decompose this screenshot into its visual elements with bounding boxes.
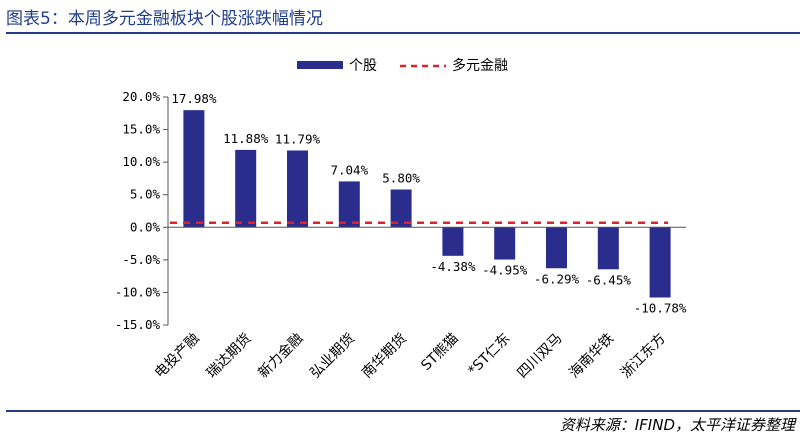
category-labels: 电投产融 瑞达期货 新力金融 弘业期货 南华期货 ST熊猫 *ST仁东 四川双马 海南华铁 浙江东… <box>152 330 669 382</box>
y-tick-label: -5.0% <box>122 252 160 267</box>
data-label: -4.95% <box>482 263 528 278</box>
category-label: 瑞达期货 <box>203 330 255 382</box>
bar <box>442 227 464 256</box>
legend-label-bars: 个股 <box>349 58 377 74</box>
bar <box>494 227 516 260</box>
bottom-rule <box>6 410 800 412</box>
chart-title: 图表5：本周多元金融板块个股涨跌幅情况 <box>6 9 323 29</box>
data-label: -6.29% <box>534 271 580 286</box>
bar <box>597 227 619 270</box>
source-note: 资料来源：IFIND，太平洋证券整理 <box>559 416 795 434</box>
category-label: 浙江东方 <box>618 331 669 382</box>
bar <box>183 110 205 228</box>
data-label: 7.04% <box>330 162 368 177</box>
category-label: 弘业期货 <box>307 330 359 382</box>
data-label: -6.45% <box>586 272 632 287</box>
category-label: 四川双马 <box>514 331 565 382</box>
category-label: 南华期货 <box>358 330 410 382</box>
legend-swatch-bars <box>297 61 343 69</box>
legend-label-reference: 多元金融 <box>452 57 508 74</box>
bar <box>390 189 412 228</box>
category-label: 新力金融 <box>255 331 306 382</box>
y-tick-label: -15.0% <box>115 317 161 332</box>
y-tick-label: 15.0% <box>122 122 160 137</box>
y-tick-label: 20.0% <box>122 89 160 104</box>
bar <box>235 149 257 228</box>
bars <box>183 110 671 298</box>
bar <box>287 150 308 228</box>
data-label: 5.80% <box>382 171 420 186</box>
category-label: 海南华铁 <box>566 331 617 382</box>
data-label: -10.78% <box>634 301 687 316</box>
y-tick-label: 10.0% <box>122 154 160 169</box>
data-label: -4.38% <box>430 259 476 274</box>
category-label: ST熊猫 <box>418 331 461 374</box>
bar <box>649 227 671 298</box>
top-rule <box>6 32 800 34</box>
data-label: 11.79% <box>275 131 321 146</box>
y-tick-label: 0.0% <box>130 219 161 234</box>
data-label: 17.98% <box>171 91 217 106</box>
bar <box>338 181 360 228</box>
category-label: 电投产融 <box>152 331 203 382</box>
y-tick-label: 5.0% <box>130 187 161 202</box>
y-axis: 20.0% 15.0% 10.0% 5.0% 0.0% -5.0% -10.0% -15.0% <box>115 89 169 332</box>
bar <box>546 227 567 269</box>
y-tick-label: -10.0% <box>115 284 161 299</box>
legend: 个股 多元金融 <box>297 57 508 74</box>
data-label: 11.88% <box>223 131 269 146</box>
category-label: *ST仁东 <box>465 331 513 379</box>
data-labels: 17.98% 11.88% 11.79% 7.04% 5.80% -4.38% -4.95%… <box>171 91 687 315</box>
